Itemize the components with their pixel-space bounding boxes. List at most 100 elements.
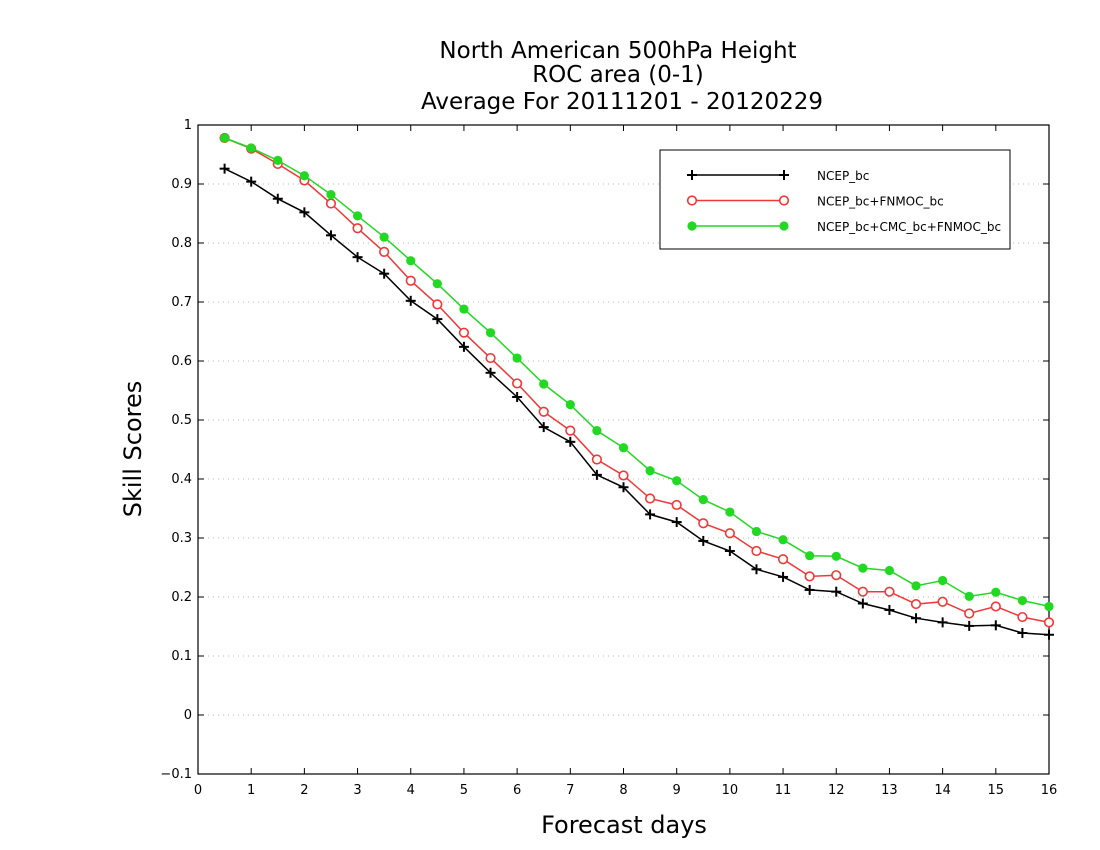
series-2 [219, 132, 1055, 628]
data-point [299, 207, 310, 218]
y-tick-label: −0.1 [160, 767, 192, 782]
legend: NCEP_bc NCEP_bc+FNMOC_bc NCEP_bc+CMC_bc+FN… [659, 149, 1011, 250]
series-line [224, 168, 1050, 636]
data-point [698, 495, 708, 505]
data-point [273, 155, 283, 165]
data-point [325, 230, 336, 241]
data-point [751, 564, 762, 575]
data-point [458, 341, 469, 352]
data-point [671, 517, 682, 528]
x-tick-label: 8 [619, 783, 627, 798]
data-point [591, 454, 603, 465]
x-tick-label: 1 [247, 783, 255, 798]
y-tick-label: 0.2 [171, 590, 192, 605]
data-point [831, 586, 842, 597]
x-tick-label: 2 [300, 783, 308, 798]
x-tick-label: 6 [513, 783, 521, 798]
data-point [964, 620, 975, 631]
y-axis-title: Skill Scores [119, 381, 147, 518]
data-point [990, 601, 1001, 612]
data-point [724, 545, 735, 556]
x-tick-label: 5 [460, 783, 468, 798]
data-point [884, 604, 895, 615]
data-point [805, 551, 815, 561]
data-point [618, 470, 629, 481]
series-lines [219, 132, 1055, 640]
data-point [672, 476, 682, 486]
legend-marker [779, 170, 789, 180]
x-tick-label: 11 [775, 783, 792, 798]
x-tick-label: 13 [881, 783, 898, 798]
data-point [1044, 601, 1054, 612]
data-point [725, 507, 735, 517]
data-point [219, 163, 230, 174]
y-tick-label: 0.8 [171, 236, 192, 251]
data-point [1017, 611, 1028, 623]
data-point [804, 571, 815, 582]
legend-marker [687, 221, 697, 231]
y-tick-label: 0.1 [171, 649, 192, 664]
x-tick-label: 12 [828, 783, 845, 798]
legend-marker [687, 170, 697, 180]
data-point [485, 352, 496, 364]
data-point [724, 528, 735, 539]
legend-box [659, 149, 1011, 250]
chart-title-line-1: North American 500hPa Height [439, 38, 796, 64]
data-point [538, 406, 549, 417]
y-tick-label: 1 [184, 118, 192, 133]
chart-title-line-3: Average For 20111201 - 20120229 [421, 89, 823, 115]
data-point [326, 190, 336, 200]
data-point [937, 617, 948, 628]
data-point [352, 223, 363, 234]
data-point [405, 295, 416, 306]
legend-label: NCEP_bc [817, 169, 869, 183]
data-point [910, 598, 922, 610]
data-point [884, 565, 895, 576]
data-point [406, 256, 416, 266]
data-point [831, 551, 841, 561]
y-tick-label: 0.9 [171, 177, 192, 192]
data-point [777, 554, 789, 565]
data-point [352, 211, 363, 221]
data-point [325, 198, 337, 209]
data-point [458, 327, 470, 338]
data-point [751, 526, 762, 537]
data-point [379, 268, 390, 279]
data-point [432, 299, 443, 310]
data-point [804, 584, 815, 595]
x-tick-label: 15 [988, 783, 1005, 798]
legend-marker [686, 195, 698, 206]
legend-label: NCEP_bc+CMC_bc+FNMOC_bc [817, 220, 1001, 234]
data-point [857, 598, 868, 609]
data-point [671, 499, 682, 511]
data-point [644, 493, 656, 504]
y-tick-label: 0.5 [171, 413, 192, 428]
data-point [485, 367, 496, 378]
data-point [246, 143, 256, 153]
data-point [405, 275, 416, 286]
y-tick-label: 0.7 [171, 295, 192, 310]
chart-title-line-2: ROC area (0-1) [532, 62, 704, 88]
y-tick-label: 0.4 [171, 472, 192, 487]
data-point [565, 400, 575, 410]
axis-ticks: −0.100.10.20.30.40.50.60.70.80.910 1 2 3 4 5 6… [160, 118, 1057, 798]
data-point [645, 509, 656, 520]
series-1 [219, 163, 1054, 640]
x-tick-label: 3 [353, 783, 361, 798]
y-tick-label: 0.3 [171, 531, 192, 546]
data-point [991, 587, 1001, 597]
y-tick-label: 0.6 [171, 354, 192, 369]
data-point [751, 545, 762, 557]
x-tick-label: 7 [566, 783, 574, 798]
data-point [990, 620, 1001, 631]
x-tick-label: 4 [407, 783, 415, 798]
data-point [432, 279, 442, 289]
data-point [618, 443, 629, 453]
data-point [778, 535, 788, 545]
data-point [911, 581, 921, 591]
series-3 [219, 133, 1054, 612]
data-point [1043, 617, 1055, 628]
x-tick-label: 16 [1041, 783, 1058, 798]
data-point [352, 252, 363, 263]
